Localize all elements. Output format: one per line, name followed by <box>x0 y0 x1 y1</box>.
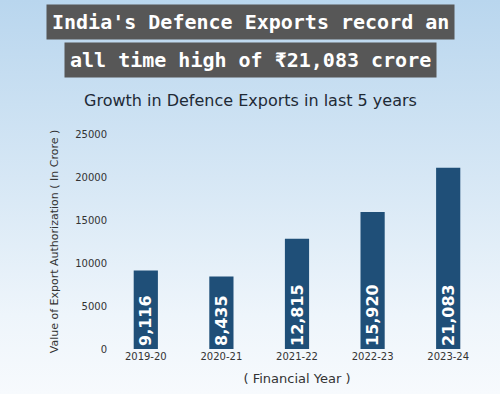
svg-text:Value of Export Authorization: Value of Export Authorization ( In Crore… <box>48 130 61 354</box>
svg-text:all time high of ₹21,083 crore: all time high of ₹21,083 crore <box>70 48 431 72</box>
svg-text:India's Defence Exports record: India's Defence Exports record an <box>52 10 449 34</box>
svg-text:2020-21: 2020-21 <box>201 351 243 362</box>
svg-text:10000: 10000 <box>75 258 107 269</box>
svg-text:21,083: 21,083 <box>439 284 458 346</box>
svg-text:15000: 15000 <box>75 215 107 226</box>
svg-text:2022-23: 2022-23 <box>352 351 394 362</box>
svg-text:( Financial Year ): ( Financial Year ) <box>244 371 351 386</box>
svg-text:15,920: 15,920 <box>363 284 382 346</box>
svg-text:2023-24: 2023-24 <box>427 351 469 362</box>
svg-text:9,116: 9,116 <box>136 295 155 346</box>
svg-text:25000: 25000 <box>75 129 107 140</box>
svg-text:2021-22: 2021-22 <box>276 351 318 362</box>
svg-text:0: 0 <box>101 344 107 355</box>
svg-text:2019-20: 2019-20 <box>125 351 167 362</box>
svg-text:5000: 5000 <box>82 301 107 312</box>
svg-text:8,435: 8,435 <box>212 295 231 346</box>
svg-text:Growth in Defence Exports in l: Growth in Defence Exports in last 5 year… <box>84 91 417 110</box>
svg-text:12,815: 12,815 <box>288 284 307 346</box>
svg-text:20000: 20000 <box>75 172 107 183</box>
